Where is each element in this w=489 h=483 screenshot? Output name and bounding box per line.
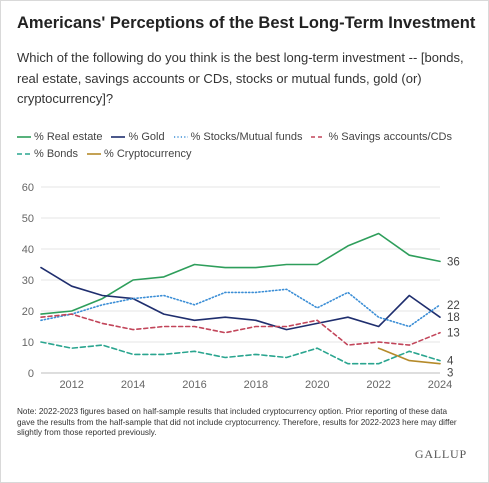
line-chart: 0 10 20 30 40 50 60 2012 2014 2016 2018 2020 2022 202… (22, 182, 460, 391)
series-line-cryptocurrency (377, 347, 441, 365)
end-value-label-savings-accounts-cds: 13 (447, 328, 460, 340)
legend-row: % Real estate % Gold % Stocks/Mutual funds… (17, 128, 477, 145)
legend-swatch (87, 152, 102, 155)
end-value-label-cryptocurrency: 3 (447, 368, 453, 380)
legend-label: % Savings accounts/CDs (328, 130, 452, 143)
legend-row: % Bonds % Cryptocurrency (17, 145, 477, 162)
legend-swatch (17, 135, 31, 138)
legend-label: % Real estate (34, 130, 103, 143)
x-tick-label: 2022 (366, 379, 390, 391)
legend-swatch (111, 135, 126, 138)
legend-item-bonds: % Bonds (17, 148, 78, 160)
y-tick-label: 50 (22, 213, 34, 225)
end-value-label-gold: 18 (447, 312, 460, 324)
legend-swatch (17, 152, 31, 155)
legend-label: % Gold (128, 130, 165, 143)
legend-label: % Cryptocurrency (104, 147, 192, 160)
series-line-bonds (40, 341, 441, 365)
end-value-label-bonds: 4 (447, 356, 454, 368)
x-tick-label: 2014 (121, 379, 145, 391)
x-tick-label: 2020 (305, 379, 329, 391)
chart-title: Americans' Perceptions of the Best Long-… (17, 14, 476, 32)
legend-item-gold: % Gold (111, 130, 165, 143)
chart-legend: % Real estate % Gold % Stocks/Mutual funds… (17, 128, 477, 162)
x-tick-label: 2024 (428, 379, 452, 391)
series-line-gold (40, 266, 441, 331)
legend-swatch (311, 135, 326, 138)
x-tick-label: 2018 (244, 379, 268, 391)
legend-label: % Stocks/Mutual funds (190, 130, 303, 143)
legend-label: % Bonds (34, 147, 79, 160)
x-tick-label: 2016 (182, 379, 206, 391)
y-tick-label: 0 (28, 368, 34, 380)
end-value-label-real-estate: 36 (447, 256, 460, 268)
series-line-stocks-mutual-funds (40, 288, 441, 328)
chart-note: Note: 2022-2023 figures based on half-sa… (17, 407, 457, 437)
series-line-savings-accounts-cds (40, 313, 441, 346)
y-tick-label: 60 (22, 182, 34, 194)
y-tick-label: 10 (22, 337, 34, 349)
x-tick-label: 2012 (59, 379, 83, 391)
gallup-logo: GALLUP (414, 447, 467, 461)
chart-subtitle: Which of the following do you think is t… (17, 50, 464, 106)
y-tick-label: 30 (22, 275, 34, 287)
legend-item-cryptocurrency: % Cryptocurrency (87, 148, 191, 160)
legend-item-stocks-mutual-funds: % Stocks/Mutual funds (173, 130, 303, 143)
legend-item-real-estate: % Real estate (17, 131, 102, 143)
end-value-label-stocks-mutual-funds: 22 (447, 300, 460, 312)
legend-item-savings-accounts-cds: % Savings accounts/CDs (311, 131, 452, 143)
legend-swatch (173, 135, 188, 138)
y-tick-label: 20 (22, 306, 34, 318)
series-line-real-estate (40, 232, 441, 315)
y-tick-label: 40 (22, 244, 34, 256)
